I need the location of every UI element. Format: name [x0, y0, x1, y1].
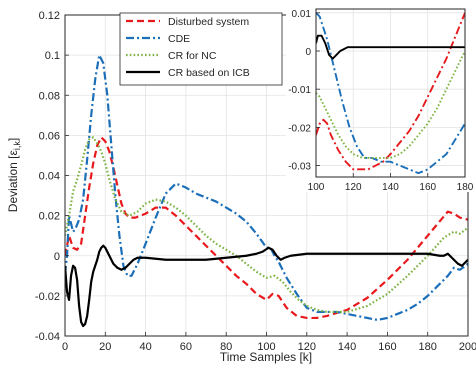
legend-label-cr-based-on-icb: CR based on ICB [168, 67, 250, 79]
inset-y-tick-label: -0.02 [288, 123, 311, 134]
main-y-tick-label: 0 [54, 251, 60, 263]
inset-x-tick-label: 140 [382, 182, 399, 193]
inset-series-line-cr-for-nc [316, 50, 465, 159]
y-axis-label: Deviation [εi,k] [6, 138, 22, 212]
inset-y-tick-label: 0.01 [292, 9, 312, 20]
main-y-tick-label: 0.1 [45, 50, 60, 62]
main-x-tick-label: 60 [180, 341, 192, 353]
inset-tick-labels: 100 120 140 160 180 -0.03 -0.02 -0.01 0 0.01 [288, 9, 474, 193]
main-x-tick-label: 160 [378, 341, 396, 353]
y-axis-label-close: ] [6, 138, 20, 141]
main-series-line-cr-for-nc [65, 136, 468, 314]
legend-label-disturbed-system: Disturbed system [168, 16, 249, 28]
main-plot-lines [65, 54, 468, 328]
inset-y-tick-label: 0 [305, 47, 311, 58]
main-y-tick-label: 0.08 [39, 90, 60, 102]
main-y-tick-label: 0.02 [39, 211, 60, 223]
main-tick-labels: 0 20 40 60 80 100 120 140 160 180 200 -0.04 -0.02 0 0.… [35, 10, 476, 353]
main-x-tick-label: 140 [338, 341, 356, 353]
legend: Disturbed system CDE CR for NC CR based … [119, 12, 283, 86]
main-x-tick-label: 20 [99, 341, 111, 353]
legend-label-cde: CDE [168, 33, 190, 45]
main-y-tick-label: 0.12 [39, 10, 60, 22]
inset-x-tick-label: 120 [345, 182, 362, 193]
main-x-tick-label: 80 [220, 341, 232, 353]
inset-y-tick-label: -0.03 [288, 162, 311, 173]
inset-y-tick-label: -0.01 [288, 85, 311, 96]
inset-plot-frame [315, 8, 466, 178]
main-x-tick-label: 40 [139, 341, 151, 353]
main-y-tick-label: -0.02 [35, 291, 60, 303]
main-y-tick-label: -0.04 [35, 331, 60, 343]
inset-x-tick-label: 100 [308, 182, 325, 193]
inset-plot-lines [316, 12, 465, 175]
main-y-tick-label: 0.04 [39, 171, 60, 183]
main-x-tick-label: 180 [419, 341, 437, 353]
legend-label-cr-for-nc: CR for NC [168, 50, 217, 62]
inset-series-line-cr-based-on-icb [316, 34, 465, 60]
inset-x-tick-label: 180 [457, 182, 474, 193]
main-x-tick-label: 0 [62, 341, 68, 353]
main-x-tick-label: 200 [459, 341, 476, 353]
main-series-line-cr-based-on-icb [65, 244, 468, 328]
main-series-line-cde [65, 54, 468, 322]
x-axis-label: Time Samples [k] [220, 350, 312, 364]
y-axis-label-main: Deviation [ε [6, 150, 20, 213]
main-x-tick-label: 100 [257, 341, 275, 353]
y-axis-label-subscript: i,k [12, 141, 22, 151]
main-x-tick-label: 120 [298, 341, 316, 353]
main-y-tick-label: 0.06 [39, 130, 60, 142]
inset-x-tick-label: 160 [419, 182, 436, 193]
inset-series-line-disturbed-system [316, 12, 465, 171]
